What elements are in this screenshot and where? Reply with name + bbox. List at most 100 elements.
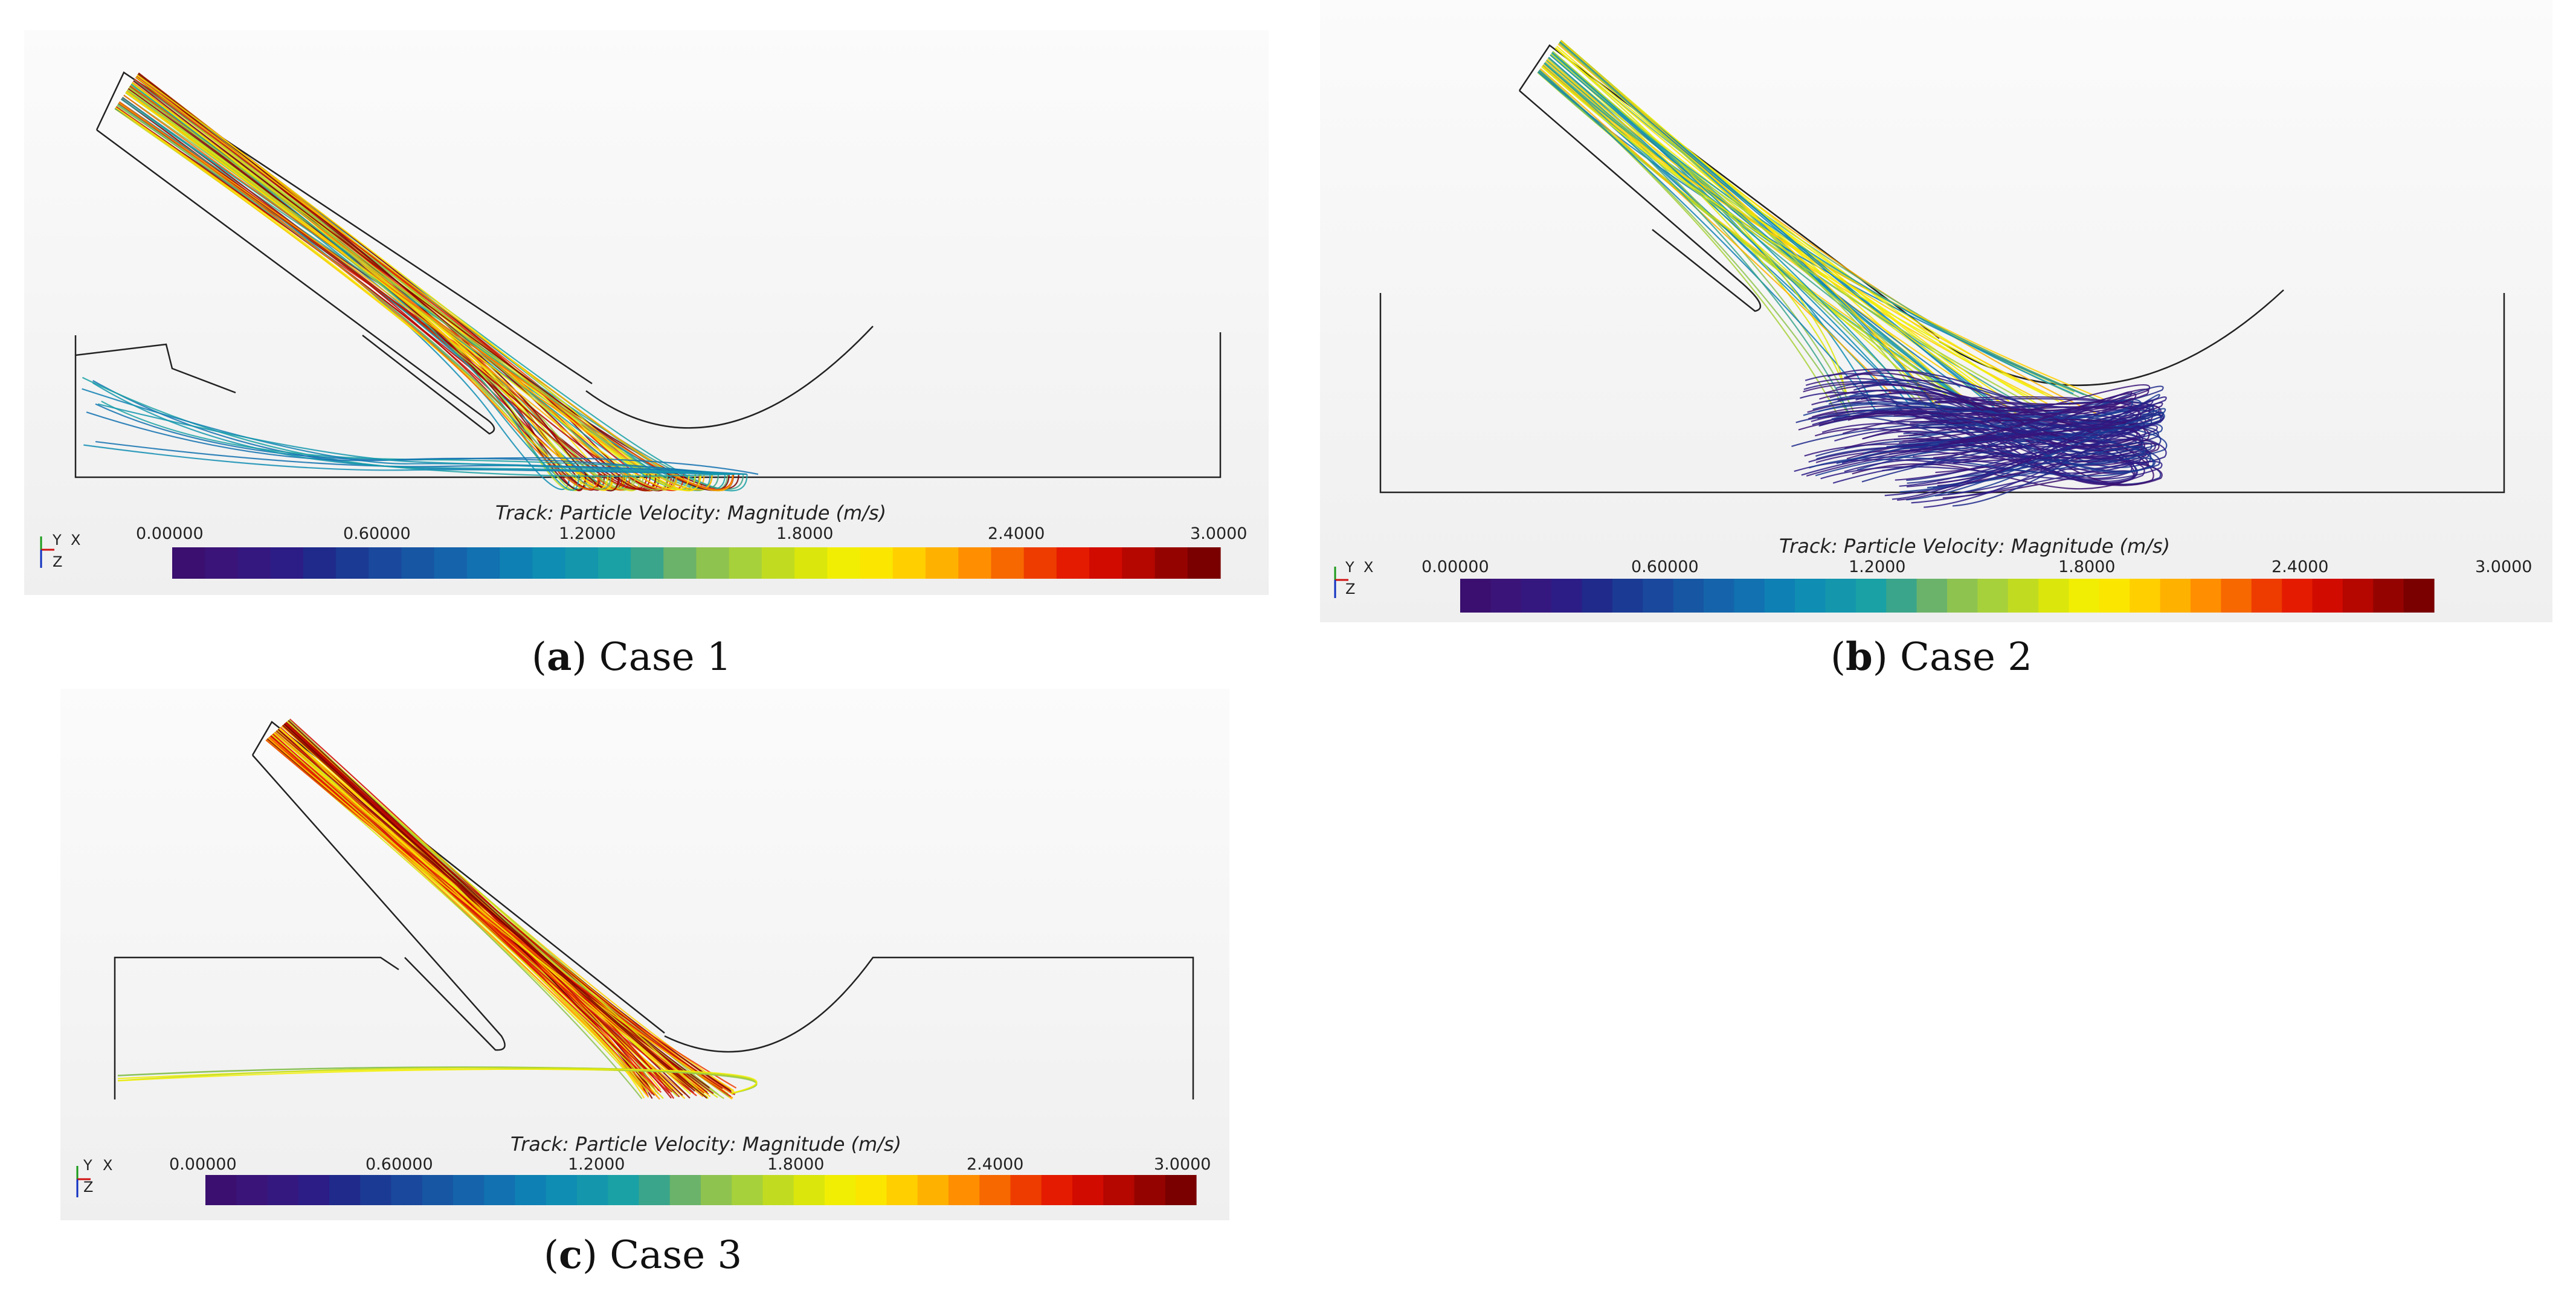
colorbar-segment <box>1154 547 1188 579</box>
particle-track <box>1546 59 1855 413</box>
particle-track <box>1832 425 2141 508</box>
colorbar-segment <box>948 1175 980 1205</box>
colorbar-segment <box>369 547 402 579</box>
particle-track <box>1805 373 2134 439</box>
colorbar-segment <box>827 547 861 579</box>
axis-x-label: X <box>103 1157 113 1174</box>
particle-track <box>1544 63 2099 401</box>
particle-track <box>118 102 677 490</box>
colorbar-segment <box>892 547 926 579</box>
colorbar-segment <box>391 1175 423 1205</box>
particle-track <box>272 733 662 1093</box>
particle-track <box>86 411 726 475</box>
caption-letter: b <box>1845 634 1873 680</box>
particle-track <box>115 106 648 490</box>
geometry-outline <box>664 956 1194 1099</box>
particle-track <box>118 102 651 490</box>
particle-track <box>1845 372 2154 486</box>
colorbar-segment <box>270 547 304 579</box>
particle-track <box>114 108 589 490</box>
particle-track <box>95 440 747 475</box>
particle-track <box>1798 393 2137 455</box>
colorbar-title: Track: Particle Velocity: Magnitude (m/s… <box>495 501 887 524</box>
colorbar-segment <box>2312 579 2343 613</box>
colorbar-segment <box>1041 1175 1073 1205</box>
geometry-outline <box>75 343 236 394</box>
particle-track <box>118 101 599 490</box>
colorbar-segment <box>298 1175 330 1205</box>
axis-z-label: Z <box>83 1179 94 1196</box>
particle-track <box>1847 411 2138 448</box>
particle-track <box>1842 391 2133 459</box>
particle-track <box>1555 47 2021 417</box>
flow-diagram-case-3 <box>76 718 1197 1205</box>
axes-triad: Y X Z <box>72 1157 121 1205</box>
colorbar-segment <box>1612 579 1643 613</box>
panel-case-3: Track: Particle Velocity: Magnitude (m/s… <box>60 689 1229 1220</box>
colorbar-segment <box>1460 579 1491 613</box>
colorbar-segment <box>729 547 762 579</box>
particle-track <box>1554 47 2080 398</box>
particle-track <box>1827 369 2139 426</box>
panel-case-2: Track: Particle Velocity: Magnitude (m/s… <box>1320 0 2552 622</box>
colorbar-segment <box>565 547 599 579</box>
geometry-outline <box>1939 289 2284 387</box>
colorbar-segment <box>205 1175 237 1205</box>
colorbar-segment <box>2099 579 2130 613</box>
colorbar-segment <box>1582 579 1613 613</box>
colorbar-segment <box>762 1175 794 1205</box>
colorbar-segment <box>608 1175 640 1205</box>
particle-track <box>1552 51 1977 411</box>
colorbar-segment <box>2069 579 2100 613</box>
colorbar-segment <box>2191 579 2221 613</box>
colorbar-segment <box>1643 579 1674 613</box>
geometry-outline <box>74 332 1222 478</box>
particle-track <box>1552 51 1949 397</box>
colorbar-segment <box>466 547 500 579</box>
caption-letter: c <box>558 1232 582 1278</box>
particle-track <box>130 83 580 491</box>
colorbar-segment <box>172 547 205 579</box>
colorbar-segment <box>205 547 239 579</box>
colorbar-segment <box>732 1175 764 1205</box>
colorbar-segment <box>1704 579 1734 613</box>
axis-x-label: X <box>71 532 81 549</box>
particle-track <box>1542 65 1902 395</box>
particle-track <box>137 74 701 492</box>
particle-track <box>135 76 734 492</box>
particle-track <box>265 739 737 1089</box>
colorbar-segment <box>237 547 271 579</box>
colorbar-segment <box>1089 547 1122 579</box>
colorbar-segment <box>1134 1175 1166 1205</box>
colorbar-segment <box>1490 579 1522 613</box>
particle-track <box>268 737 722 1089</box>
colorbar-segment <box>696 547 730 579</box>
particle-track <box>1801 396 2167 500</box>
colorbar-tick-3: 1.8000 <box>776 524 834 543</box>
particle-track <box>92 382 746 475</box>
colorbar-segment <box>2282 579 2313 613</box>
caption-label: Case 1 <box>599 635 732 680</box>
colorbar-segment <box>2342 579 2374 613</box>
particle-track <box>123 94 733 491</box>
colorbar-segment <box>855 1175 887 1205</box>
colorbar-segment <box>1521 579 1552 613</box>
particle-track <box>1554 47 1846 393</box>
particle-track <box>137 74 657 492</box>
axis-y-label: Y <box>53 532 62 549</box>
particle-track <box>135 76 735 492</box>
panel-case-1: Track: Particle Velocity: Magnitude (m/s… <box>24 30 1269 595</box>
colorbar-segment <box>532 547 566 579</box>
colorbar-segment <box>401 547 435 579</box>
particle-track <box>1558 42 1928 409</box>
colorbar-title: Track: Particle Velocity: Magnitude (m/s… <box>1779 535 2171 558</box>
colorbar-segment <box>958 547 992 579</box>
particle-track <box>125 91 690 491</box>
geometry-outline <box>96 129 495 435</box>
caption-label: Case 2 <box>1900 635 2032 680</box>
colorbar-segment <box>631 547 664 579</box>
colorbar-segment <box>434 547 468 579</box>
colorbar-segment <box>860 547 894 579</box>
colorbar-tick-1: 0.60000 <box>1631 558 1699 576</box>
geometry-outline <box>251 721 665 1034</box>
